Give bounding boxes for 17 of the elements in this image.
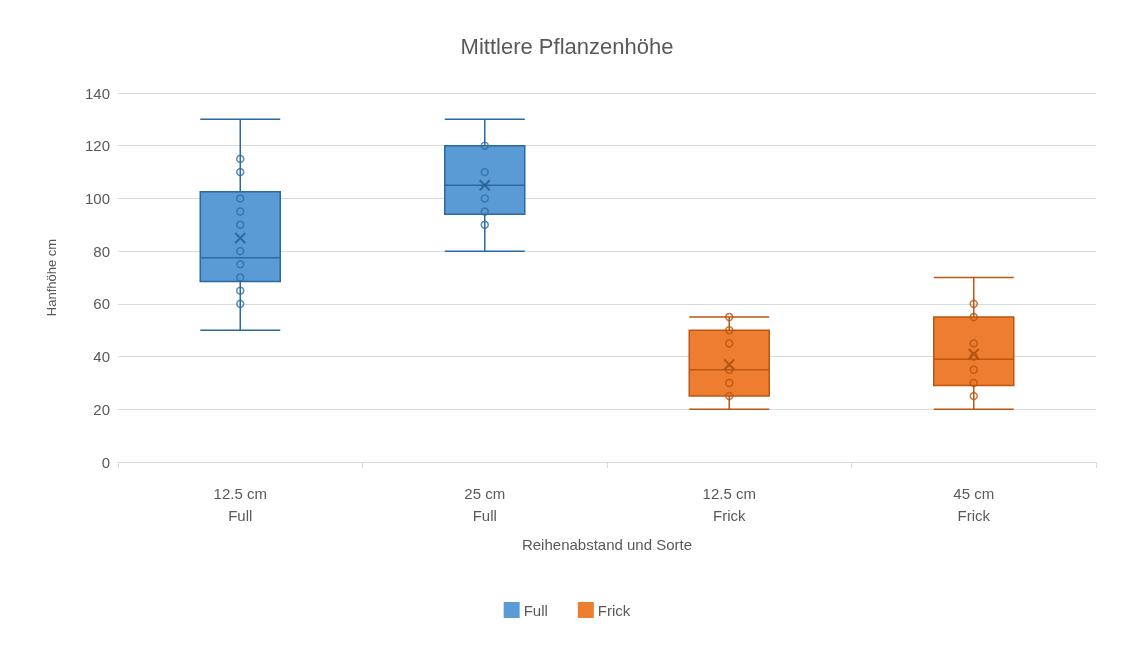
y-axis-title: Hanfhöhe cm <box>44 238 59 317</box>
y-tick-label: 140 <box>84 84 110 102</box>
y-tick-label: 0 <box>101 453 110 471</box>
chart-title: Mittlere Pflanzenhöhe <box>460 33 674 59</box>
y-tick-label: 60 <box>93 295 110 313</box>
y-tick-label: 40 <box>93 348 110 366</box>
y-tick-label: 120 <box>84 137 110 155</box>
y-tick-label: 80 <box>93 242 110 260</box>
x-axis-title: Reihenabstand und Sorte <box>521 536 693 553</box>
x-tick-label: 25 cm Full <box>464 484 506 524</box>
x-tick-label: 12.5 cm Full <box>213 484 267 524</box>
legend-label: Full <box>523 601 548 619</box>
legend-label: Frick <box>597 601 631 619</box>
x-tick-label: 45 cm Frick <box>953 484 995 524</box>
x-tick-label: 12.5 cm Frick <box>702 484 756 524</box>
y-tick-label: 100 <box>84 189 110 207</box>
y-tick-label: 20 <box>93 400 110 418</box>
